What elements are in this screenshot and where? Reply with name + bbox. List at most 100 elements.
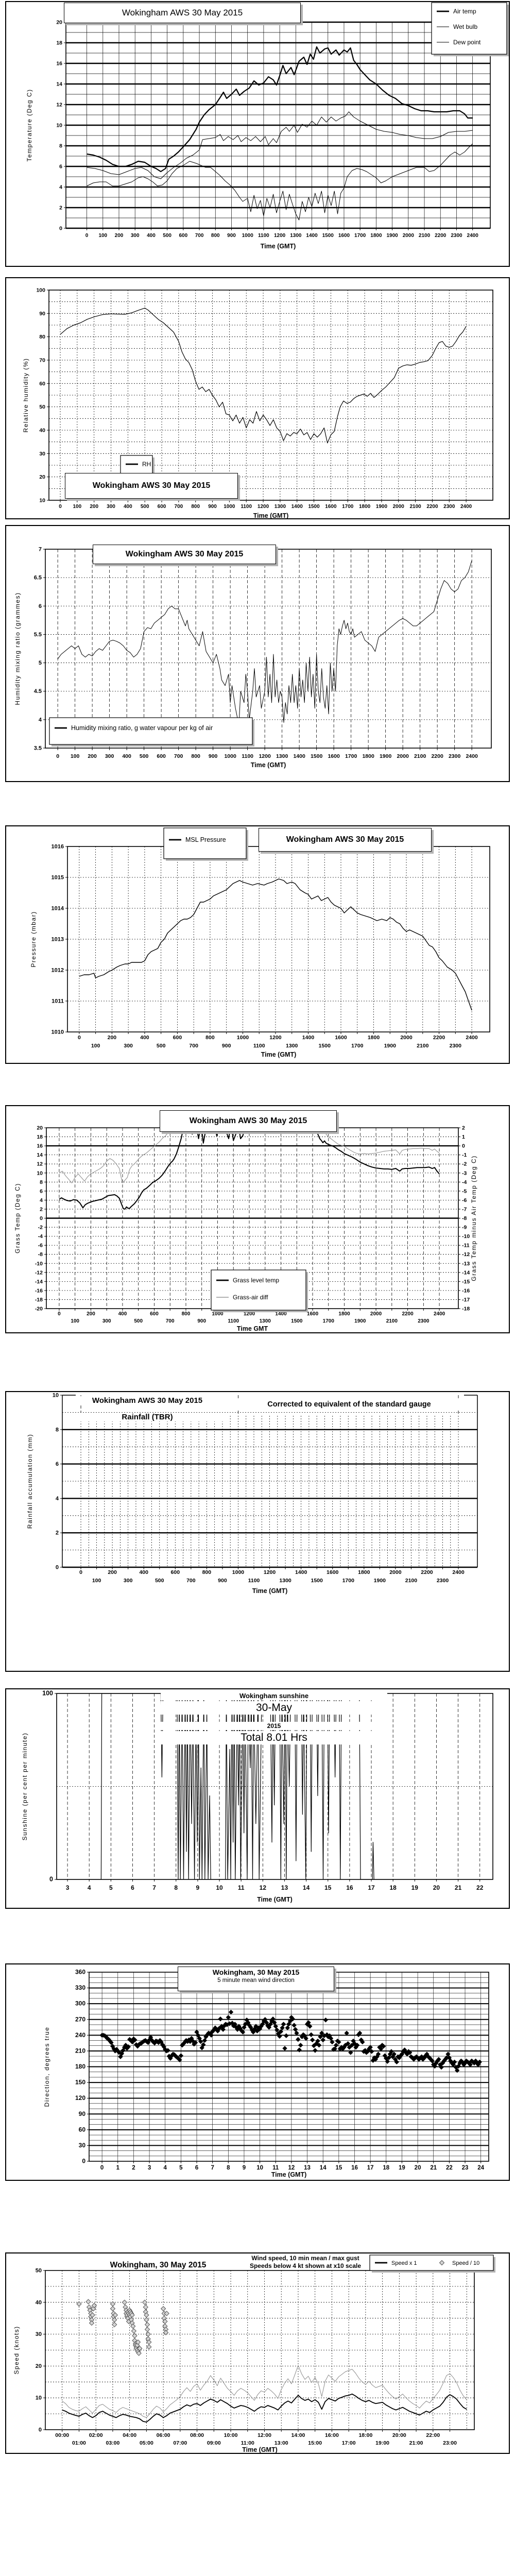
series-layer <box>57 560 472 726</box>
svg-text:-12: -12 <box>462 1251 470 1258</box>
svg-text:1700: 1700 <box>351 1043 364 1049</box>
svg-text:4: 4 <box>40 1197 43 1204</box>
svg-text:1800: 1800 <box>358 1569 370 1575</box>
svg-text:16: 16 <box>37 1143 43 1149</box>
svg-text:16:00: 16:00 <box>325 2432 339 2438</box>
svg-text:16: 16 <box>56 61 62 67</box>
series-layer <box>79 878 472 1011</box>
svg-text:1000: 1000 <box>224 504 235 510</box>
svg-text:10: 10 <box>53 1393 59 1399</box>
svg-text:6: 6 <box>59 164 62 170</box>
svg-text:1400: 1400 <box>306 233 318 239</box>
svg-text:50: 50 <box>36 2268 42 2274</box>
svg-text:1900: 1900 <box>376 504 388 510</box>
svg-text:06:00: 06:00 <box>157 2432 170 2438</box>
svg-text:1300: 1300 <box>279 1578 291 1584</box>
svg-text:40: 40 <box>39 428 45 434</box>
svg-text:2100: 2100 <box>409 504 421 510</box>
svg-text:1100: 1100 <box>241 504 252 510</box>
wind-speed-note-2: Speeds below 4 kt shown at x10 scale <box>249 2262 362 2269</box>
title-box-wind-direction: Wokingham, 30 May 2015 5 minute mean win… <box>178 1967 334 1991</box>
svg-text:1100: 1100 <box>258 233 269 239</box>
svg-text:0: 0 <box>82 2158 85 2165</box>
svg-text:4.5: 4.5 <box>34 688 42 694</box>
svg-text:600: 600 <box>173 1035 182 1041</box>
svg-text:900: 900 <box>197 1318 206 1324</box>
svg-text:17: 17 <box>367 2165 374 2171</box>
svg-text:24: 24 <box>477 2165 484 2171</box>
svg-text:1400: 1400 <box>275 1311 287 1317</box>
legend-air-temperature: Air temp Wet bulb Dew point <box>431 2 509 57</box>
svg-text:3: 3 <box>66 1884 70 1891</box>
svg-text:Air temp: Air temp <box>453 8 476 15</box>
svg-text:0: 0 <box>79 1569 82 1575</box>
svg-text:05:00: 05:00 <box>140 2440 153 2446</box>
svg-text:Time (GMT): Time (GMT) <box>251 761 286 769</box>
svg-text:1100: 1100 <box>253 1043 265 1049</box>
svg-text:2100: 2100 <box>405 1578 418 1584</box>
svg-text:0: 0 <box>56 753 59 759</box>
svg-text:1800: 1800 <box>370 233 382 239</box>
svg-text:1300: 1300 <box>274 504 286 510</box>
chart-canvas-humidity-mixing-ratio: 0 100 200 300 400 500 600 700 800 900 1000 1100 1200… <box>14 547 492 769</box>
svg-text:23:00: 23:00 <box>443 2440 457 2446</box>
svg-text:13:00: 13:00 <box>274 2440 288 2446</box>
panel-rainfall: 0 200 400 600 800 1000 1200 1400 1600 1800 2000 220… <box>5 1391 510 1672</box>
chart-title: Wokingham AWS 30 May 2015 <box>92 481 211 490</box>
wind-speed-title: Wokingham, 30 May 2015 <box>110 2261 207 2269</box>
svg-text:4: 4 <box>164 2165 167 2171</box>
svg-text:Time (GMT): Time (GMT) <box>261 243 296 250</box>
svg-text:-14: -14 <box>35 1279 43 1285</box>
svg-text:400: 400 <box>147 233 156 239</box>
svg-text:1000: 1000 <box>242 233 254 239</box>
svg-text:600: 600 <box>179 233 188 239</box>
svg-text:100: 100 <box>42 1690 53 1697</box>
svg-text:2200: 2200 <box>431 753 443 759</box>
svg-text:2200: 2200 <box>402 1311 414 1317</box>
svg-text:90: 90 <box>79 2110 86 2117</box>
svg-text:20: 20 <box>433 1884 440 1891</box>
chart-canvas-msl-pressure: 0 200 400 600 800 1000 1200 1400 1600 1800 2000 220… <box>30 827 490 1058</box>
svg-text:5: 5 <box>39 660 42 666</box>
svg-text:6: 6 <box>39 603 42 609</box>
svg-text:200: 200 <box>108 1569 117 1575</box>
svg-text:0: 0 <box>462 1143 465 1149</box>
svg-text:2200: 2200 <box>433 1035 445 1041</box>
svg-text:21:00: 21:00 <box>409 2440 423 2446</box>
chart-title: Wokingham AWS 30 May 2015 <box>189 1116 307 1125</box>
svg-text:700: 700 <box>175 504 183 510</box>
svg-text:6: 6 <box>131 1884 134 1891</box>
svg-text:2100: 2100 <box>414 753 426 759</box>
svg-text:17:00: 17:00 <box>342 2440 356 2446</box>
svg-text:5.5: 5.5 <box>34 632 42 638</box>
svg-text:-17: -17 <box>462 1297 470 1303</box>
svg-text:10: 10 <box>56 123 62 129</box>
svg-text:1014: 1014 <box>52 906 64 912</box>
svg-text:900: 900 <box>209 753 218 759</box>
title-box-relative-humidity: Wokingham AWS 30 May 2015 <box>65 473 238 499</box>
svg-text:200: 200 <box>115 233 124 239</box>
svg-text:2200: 2200 <box>426 504 438 510</box>
svg-text:Time (GMT): Time (GMT) <box>271 2171 307 2178</box>
svg-text:330: 330 <box>75 1984 85 1991</box>
svg-text:1900: 1900 <box>384 1043 397 1049</box>
svg-text:800: 800 <box>211 233 220 239</box>
svg-text:2: 2 <box>40 1206 43 1212</box>
svg-text:3: 3 <box>148 2165 151 2171</box>
svg-text:-9: -9 <box>462 1225 467 1231</box>
svg-text:15: 15 <box>335 2165 342 2171</box>
svg-text:-1: -1 <box>462 1152 467 1158</box>
wind-direction-title: Wokingham, 30 May 2015 <box>212 1968 300 1976</box>
svg-text:17: 17 <box>368 1884 375 1891</box>
svg-text:1000: 1000 <box>232 1569 245 1575</box>
panel-grass-temperature: 0 200 400 600 800 1000 1200 1400 1600 1800 2000 220… <box>5 1105 510 1333</box>
svg-text:03:00: 03:00 <box>106 2440 119 2446</box>
svg-text:-6: -6 <box>38 1243 43 1249</box>
svg-text:-2: -2 <box>462 1161 467 1167</box>
svg-text:300: 300 <box>75 2000 85 2007</box>
svg-text:9: 9 <box>196 1884 200 1891</box>
svg-text:18:00: 18:00 <box>358 2432 372 2438</box>
svg-text:1400: 1400 <box>291 504 303 510</box>
svg-text:600: 600 <box>150 1311 159 1317</box>
series-layer <box>60 308 467 444</box>
